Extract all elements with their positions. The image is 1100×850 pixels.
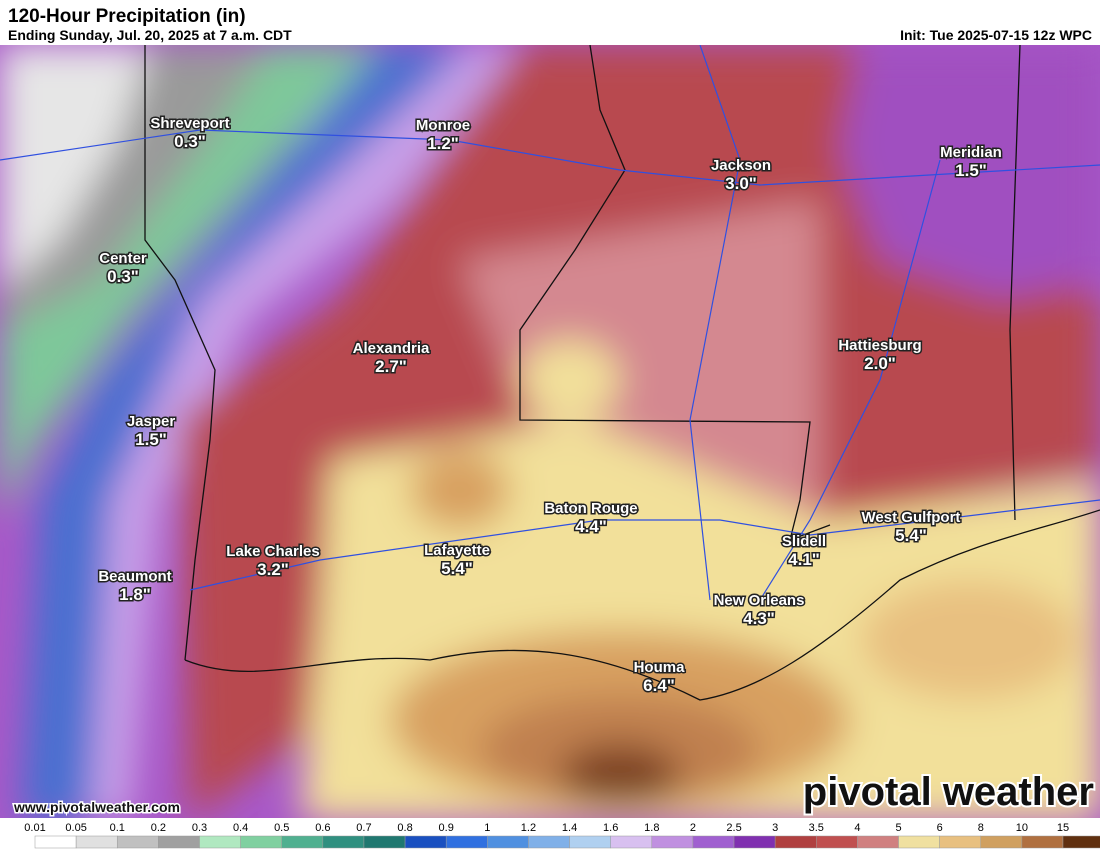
city-name: Houma [634, 659, 685, 676]
city-amount: 0.3" [174, 132, 206, 151]
city-amount: 4.4" [575, 517, 607, 536]
colorbar-label: 0.01 [24, 822, 45, 834]
city-amount: 5.4" [441, 559, 473, 578]
colorbar-swatch [1062, 835, 1100, 849]
init-time: Init: Tue 2025-07-15 12z WPC [900, 27, 1092, 43]
city-amount: 3.2" [257, 560, 289, 579]
colorbar-swatch [75, 835, 118, 849]
city-name: Jasper [127, 413, 176, 430]
colorbar-label: 0.8 [397, 822, 412, 834]
city-amount: 5.4" [895, 526, 927, 545]
city-amount: 2.0" [864, 354, 896, 373]
city-name: Hattiesburg [838, 337, 921, 354]
colorbar-swatch [445, 835, 488, 849]
city-amount: 1.8" [119, 585, 151, 604]
colorbar-swatch [158, 835, 200, 849]
colorbar-label: 2.5 [726, 822, 741, 834]
colorbar-label: 8 [978, 822, 984, 834]
colorbar-label: 1 [484, 822, 490, 834]
colorbar-label: 1.8 [644, 822, 659, 834]
colorbar-swatch [240, 835, 282, 849]
colorbar-swatch [857, 835, 899, 849]
city-name: Jackson [711, 157, 771, 174]
colorbar-swatch [528, 835, 570, 849]
colorbar-label: 10 [1016, 822, 1028, 834]
city-amount: 4.1" [788, 550, 820, 569]
colorbar-swatch [199, 835, 241, 849]
colorbar-swatch [733, 835, 776, 849]
colorbar-label: 1.6 [603, 822, 618, 834]
colorbar-label: 5 [895, 822, 901, 834]
colorbar-swatch [322, 835, 365, 849]
colorbar-swatch [487, 835, 529, 849]
header-bg [0, 0, 1100, 45]
subtitle: Ending Sunday, Jul. 20, 2025 at 7 a.m. C… [8, 27, 292, 43]
city-amount: 1.5" [135, 430, 167, 449]
title: 120-Hour Precipitation (in) [8, 6, 246, 27]
city-name: Monroe [416, 117, 470, 134]
colorbar-swatch [1021, 835, 1064, 849]
colorbar-swatch [363, 835, 406, 849]
colorbar-swatch [774, 835, 817, 849]
logo: pivotal weather [803, 770, 1094, 814]
colorbar-swatch [34, 835, 77, 849]
colorbar-label: 0.9 [439, 822, 454, 834]
colorbar-label: 0.05 [65, 822, 86, 834]
colorbar-label: 1.2 [521, 822, 536, 834]
city-amount: 1.2" [427, 134, 459, 153]
colorbar-swatch [692, 835, 735, 849]
colorbar-swatch [116, 835, 159, 849]
city-amount: 3.0" [725, 174, 757, 193]
colorbar-label: 0.2 [151, 822, 166, 834]
city-amount: 2.7" [375, 357, 407, 376]
city-name: Baton Rouge [544, 500, 637, 517]
city-name: Center [99, 250, 147, 267]
city-amount: 6.4" [643, 676, 675, 695]
colorbar-label: 3 [772, 822, 778, 834]
city-amount: 4.3" [743, 609, 775, 628]
city-name: Beaumont [98, 568, 171, 585]
city-name: West Gulfport [862, 509, 961, 526]
website: www.pivotalweather.com [13, 799, 180, 815]
colorbar: 0.01 0.05 0.1 0.2 0.3 0.4 0.5 0.6 0.7 0.8 0.9 1 1.2 1… [24, 822, 1100, 849]
colorbar-label: 0.4 [233, 822, 248, 834]
map-field [0, 45, 1100, 818]
colorbar-label: 0.7 [356, 822, 371, 834]
colorbar-swatch [404, 835, 447, 849]
city-name: Alexandria [353, 340, 430, 357]
city-name: Shreveport [150, 115, 229, 132]
colorbar-swatch [281, 835, 324, 849]
colorbar-swatch [569, 835, 611, 849]
highways [0, 45, 1100, 601]
city-name: New Orleans [714, 592, 805, 609]
city-name: Lake Charles [226, 543, 319, 560]
colorbar-swatch [939, 835, 982, 849]
colorbar-label: 0.6 [315, 822, 330, 834]
colorbar-label: 6 [937, 822, 943, 834]
colorbar-label: 4 [854, 822, 860, 834]
colorbar-label: 3.5 [809, 822, 824, 834]
colorbar-swatch [610, 835, 653, 849]
colorbar-label: 2 [690, 822, 696, 834]
colorbar-label: 1.4 [562, 822, 577, 834]
city-name: Meridian [940, 144, 1002, 161]
colorbar-label: 0.5 [274, 822, 289, 834]
city-amount: 0.3" [107, 267, 139, 286]
colorbar-label: 15 [1057, 822, 1069, 834]
city-amount: 1.5" [955, 161, 987, 180]
colorbar-swatch [816, 835, 858, 849]
colorbar-swatch [980, 835, 1023, 849]
city-name: Slidell [782, 533, 826, 550]
colorbar-label: 0.1 [110, 822, 125, 834]
colorbar-swatch [898, 835, 940, 849]
city-name: Lafayette [424, 542, 490, 559]
colorbar-label: 0.3 [192, 822, 207, 834]
colorbar-swatch [651, 835, 694, 849]
state-borders [144, 45, 1100, 701]
